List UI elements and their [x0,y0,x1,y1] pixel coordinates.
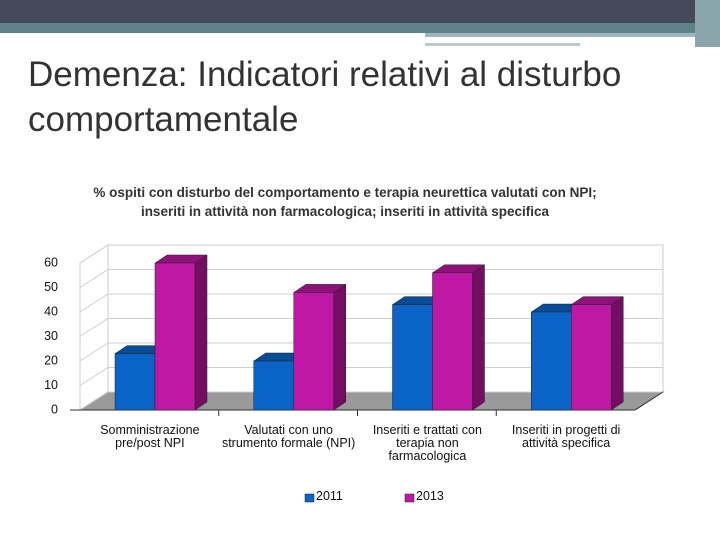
y-tick-label: 20 [44,353,58,367]
bar [432,272,473,411]
chart-title: % ospiti con disturbo del comportamento … [93,185,597,219]
y-tick-label: 60 [44,255,58,269]
top-band [0,0,720,23]
bar [531,311,572,411]
legend-label: 2013 [416,489,444,503]
bar [392,304,433,411]
y-tick-label: 10 [44,378,58,392]
bar [114,353,156,411]
bar [154,262,196,411]
y-tick-label: 40 [44,304,58,318]
legend-label: 2011 [316,489,343,503]
bar-side [611,296,624,411]
grid-line [79,244,663,264]
x-tick-label: Inseriti in progetti di attività specifi… [511,423,621,450]
deco-line [425,33,720,37]
bar-side [333,283,346,411]
y-tick-label: 50 [44,280,58,294]
x-axis-depth [634,391,664,411]
bar-side [472,264,485,411]
bar [293,292,334,411]
bar [571,304,612,411]
x-tick-label: Somministrazione pre/post NPI [100,423,200,450]
deco-block [695,0,720,47]
bar-side [194,254,208,411]
x-tick-label: Inseriti e trattati con terapia non farm… [372,423,482,463]
x-tick-label: Valutati con uno strumento formale (NPI) [221,423,356,450]
top-strip [0,23,720,33]
deco-line [425,43,580,46]
legend-swatch [404,493,415,503]
legend-swatch [304,493,315,503]
y-tick-label: 30 [44,329,58,343]
slide-title: Demenza: Indicatori relativi al disturbo… [28,55,622,139]
y-tick-label: 0 [51,402,58,416]
bar [253,360,294,411]
